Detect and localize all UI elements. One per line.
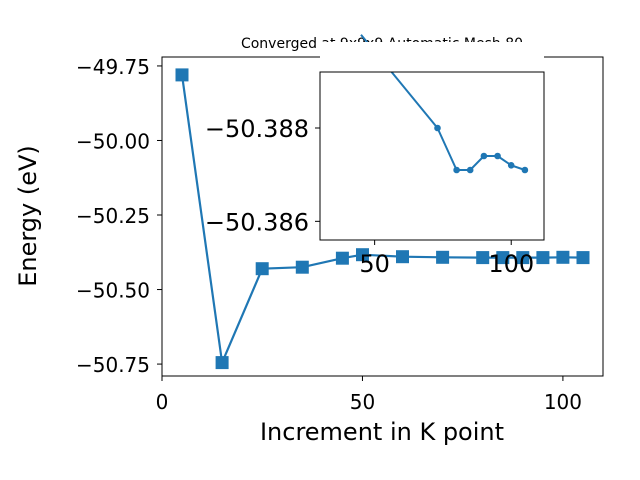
main-data-point (175, 68, 189, 82)
main-x-ticks: 0 50 100 (156, 376, 582, 414)
main-data-point (335, 251, 349, 265)
y-axis-label: Energy (eV) (14, 145, 42, 287)
inset-axes-frame (319, 71, 545, 241)
main-data-point (476, 251, 490, 265)
inset-axes-background (320, 72, 544, 240)
main-y-ticks: −49.75 −50.00 −50.25 −50.50 −50.75 (76, 55, 162, 377)
main-data-point (436, 250, 450, 264)
main-data-point (215, 356, 229, 370)
inset-y-tick-label: −50.388 (205, 115, 309, 143)
y-tick-label: −50.00 (76, 129, 150, 153)
inset-data-point (480, 152, 488, 160)
inset-series-markers (434, 124, 529, 174)
inset-x-tick-label: 50 (359, 250, 390, 278)
inset-data-point (434, 124, 441, 132)
main-data-point (516, 251, 530, 265)
main-data-point (255, 262, 269, 276)
inset-top-cover (320, 42, 544, 72)
main-data-point (295, 260, 309, 274)
inset-y-tick-label: −50.386 (205, 208, 309, 236)
main-data-point (556, 250, 570, 264)
y-tick-label: −49.75 (76, 55, 150, 79)
main-series-markers (175, 68, 590, 370)
main-data-point (396, 250, 409, 264)
x-tick-label: 100 (544, 390, 582, 414)
main-data-point (576, 251, 590, 265)
inset-y-ticks: −50.388 −50.386 (205, 115, 320, 236)
inset-x-ticks: 50 100 (359, 240, 534, 278)
main-data-point (536, 251, 550, 265)
y-tick-label: −50.50 (76, 279, 150, 303)
inset-data-point (453, 166, 460, 174)
main-data-point (356, 248, 369, 262)
y-tick-label: −50.75 (76, 353, 150, 377)
x-tick-label: 0 (156, 390, 169, 414)
inset-clip-cover (320, 42, 544, 72)
inset-data-point (466, 166, 474, 174)
x-tick-label: 50 (350, 390, 375, 414)
main-data-point (496, 251, 510, 265)
x-axis-label: Increment in K point (260, 418, 504, 446)
inset-x-tick-label: 100 (488, 250, 534, 278)
inset-data-point (521, 166, 529, 174)
inset-data-point (507, 162, 515, 169)
inset-data-point (494, 152, 501, 160)
y-tick-label: −50.25 (76, 204, 150, 228)
